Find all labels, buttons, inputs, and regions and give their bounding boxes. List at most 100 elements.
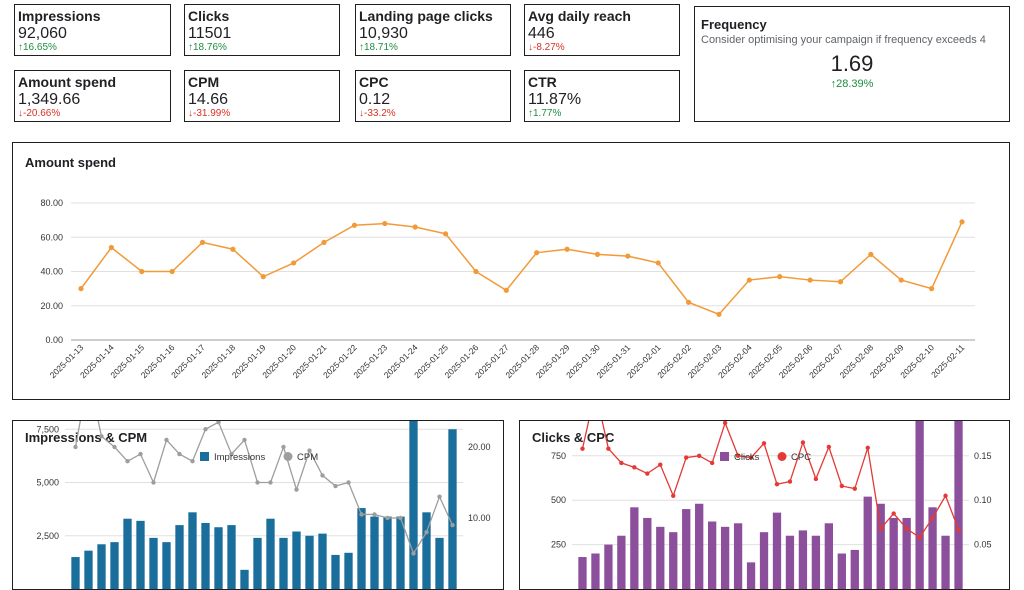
line-point [138, 451, 143, 457]
amount-spend-plot: 0.0020.0040.0060.0080.002025-01-132025-0… [40, 198, 975, 380]
kpi-value: 446 [528, 25, 555, 42]
bar [695, 503, 704, 589]
bar [227, 525, 236, 589]
line-point [826, 444, 832, 450]
kpi-value: 0.12 [359, 91, 391, 108]
spend-point [169, 268, 175, 275]
bar [279, 537, 288, 589]
bar [915, 421, 924, 589]
y-tick-label: 60.00 [40, 232, 63, 242]
y-left-tick-label: 250 [551, 540, 566, 550]
line-point [268, 480, 273, 485]
y-tick-label: 20.00 [40, 301, 63, 311]
bar [708, 521, 717, 589]
line-point [748, 455, 754, 460]
bar [617, 535, 626, 589]
chart-title: Impressions & CPM [25, 430, 148, 445]
line-point [891, 511, 896, 516]
bar [759, 532, 769, 589]
kpi-title: CPM [188, 74, 220, 90]
line-point [177, 451, 182, 457]
kpi-title: Impressions [18, 8, 101, 24]
bar [785, 535, 795, 589]
line-point [917, 535, 922, 540]
kpi-delta: ↑16.65% [18, 42, 57, 53]
line-point [852, 486, 857, 491]
spend-point [837, 279, 844, 285]
spend-point [78, 286, 84, 292]
line-point [294, 487, 299, 492]
frequency-subtitle: Consider optimising your campaign if fre… [701, 34, 986, 46]
bar [902, 517, 911, 589]
line-point [125, 459, 130, 464]
bar [837, 553, 846, 589]
line-point [229, 451, 234, 457]
bar [850, 549, 859, 589]
bar [889, 517, 898, 589]
spend-point [564, 246, 570, 252]
spend-point [625, 253, 631, 259]
legend-swatch-bars [200, 452, 209, 461]
line-point [281, 444, 286, 450]
kpi-value: 10,930 [359, 25, 408, 42]
y-left-tick-label: 7,500 [36, 424, 59, 434]
spend-point [716, 311, 722, 317]
spend-point [442, 231, 449, 237]
bar [669, 532, 678, 589]
bar [331, 554, 340, 589]
line-point [658, 462, 663, 467]
y-right-tick-label: 0.05 [974, 540, 992, 550]
y-left-tick-label: 5,000 [36, 478, 59, 488]
kpi-value: 11501 [188, 25, 232, 42]
line-point [411, 551, 416, 556]
spend-point [777, 274, 783, 280]
spend-point [807, 277, 813, 283]
line-point [865, 445, 870, 451]
line-point [307, 448, 312, 453]
kpi-value: 11.87% [528, 91, 582, 108]
bar [71, 557, 80, 589]
y-right-tick-label: 10.00 [468, 513, 491, 523]
bar [357, 508, 366, 589]
spend-point [291, 260, 297, 266]
bar [162, 542, 171, 589]
spend-point [382, 220, 388, 227]
bar [811, 535, 821, 589]
line-point [99, 434, 104, 439]
spend-point [929, 286, 935, 292]
kpi-title: CTR [528, 74, 557, 90]
spend-point [199, 239, 206, 245]
kpi-title: Amount spend [18, 74, 116, 90]
bar [578, 557, 587, 589]
legend-swatch-line [777, 452, 787, 461]
legend-label: CPM [297, 452, 318, 463]
x-tick-label: 2025-02-11 [929, 342, 967, 380]
legend-swatch-bars [720, 452, 729, 461]
chart-title: Clicks & CPC [532, 430, 615, 445]
bar [941, 535, 950, 589]
bar [97, 544, 106, 589]
spend-point [746, 277, 752, 283]
bar [396, 516, 405, 589]
amount-spend-chart: Amount spend 0.00 20.00 40.00 60.00 80.00 202… [12, 142, 1010, 400]
line-point [424, 530, 429, 535]
y-tick-label: 0.00 [45, 335, 63, 345]
line-point [904, 526, 909, 531]
bar [824, 523, 833, 589]
bar [305, 535, 314, 589]
bar [344, 552, 353, 589]
line-point [722, 421, 728, 426]
clicks-cpc-chart: Clicks & CPC 2505007501,0001,2500.050.10… [519, 420, 1010, 590]
spend-point [230, 246, 236, 252]
line-point [735, 453, 741, 458]
bar [720, 526, 730, 589]
line-point [346, 480, 351, 485]
impressions-cpm-chart: Impressions & CPM 2,5005,0007,50010,0001… [12, 420, 504, 590]
bar [630, 507, 639, 589]
kpi-cpm: CPM 14.66 ↓-31.99% [184, 70, 340, 122]
line-point [190, 459, 195, 464]
bar [383, 516, 392, 589]
bar [370, 516, 379, 589]
kpi-cpc: CPC 0.12 ↓-33.2% [355, 70, 511, 122]
clicks-cpc-plot: 2505007501,0001,2500.050.100.150.200.25C… [551, 421, 992, 589]
